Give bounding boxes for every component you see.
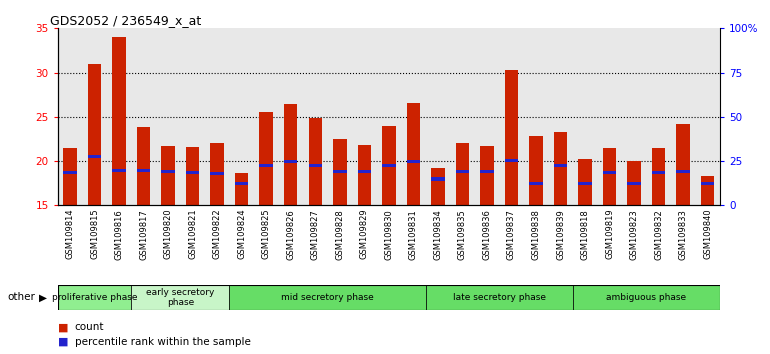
Bar — [210, 143, 224, 205]
Text: ■: ■ — [58, 322, 69, 332]
Bar — [235, 182, 249, 185]
Bar — [333, 139, 347, 205]
Bar — [63, 171, 77, 174]
Text: GSM109836: GSM109836 — [483, 209, 491, 260]
Bar — [676, 124, 690, 205]
Text: GSM109839: GSM109839 — [556, 209, 565, 259]
Text: GSM109824: GSM109824 — [237, 209, 246, 259]
Bar — [456, 143, 469, 205]
Bar — [505, 159, 518, 162]
Text: GSM109826: GSM109826 — [286, 209, 295, 259]
Text: GSM109837: GSM109837 — [507, 209, 516, 260]
Text: GSM109827: GSM109827 — [311, 209, 320, 259]
Bar — [431, 168, 444, 205]
Text: early secretory
phase: early secretory phase — [146, 288, 215, 307]
Bar — [573, 285, 720, 310]
Bar — [357, 145, 371, 205]
Bar — [603, 171, 616, 174]
Text: late secretory phase: late secretory phase — [453, 293, 546, 302]
Text: GSM109832: GSM109832 — [654, 209, 663, 259]
Bar — [426, 285, 573, 310]
Bar — [186, 147, 199, 205]
Bar — [63, 148, 77, 205]
Bar — [58, 285, 132, 310]
Bar — [284, 103, 297, 205]
Text: GSM109820: GSM109820 — [163, 209, 172, 259]
Bar — [259, 113, 273, 205]
Bar — [132, 285, 229, 310]
Text: GSM109821: GSM109821 — [188, 209, 197, 259]
Bar — [578, 159, 592, 205]
Text: GSM109819: GSM109819 — [605, 209, 614, 259]
Bar — [529, 182, 543, 185]
Bar — [456, 170, 469, 173]
Text: GSM109817: GSM109817 — [139, 209, 148, 259]
Bar — [480, 146, 494, 205]
Bar — [137, 169, 150, 172]
Bar — [505, 70, 518, 205]
Bar — [162, 146, 175, 205]
Bar — [578, 182, 592, 185]
Bar — [701, 182, 715, 185]
Text: GSM109823: GSM109823 — [630, 209, 638, 259]
Text: GSM109840: GSM109840 — [703, 209, 712, 259]
Text: count: count — [75, 322, 104, 332]
Text: ambiguous phase: ambiguous phase — [606, 293, 686, 302]
Bar — [284, 160, 297, 163]
Bar — [652, 171, 665, 174]
Bar — [162, 170, 175, 173]
Bar — [431, 177, 444, 181]
Text: ▶: ▶ — [38, 292, 46, 302]
Bar — [210, 172, 224, 175]
Text: proliferative phase: proliferative phase — [52, 293, 137, 302]
Bar — [137, 127, 150, 205]
Text: GSM109833: GSM109833 — [678, 209, 688, 260]
Bar — [112, 37, 126, 205]
Text: GSM109830: GSM109830 — [384, 209, 393, 259]
Bar — [407, 103, 420, 205]
Bar — [382, 126, 396, 205]
Text: mid secretory phase: mid secretory phase — [281, 293, 374, 302]
Bar — [88, 155, 102, 158]
Bar — [603, 148, 616, 205]
Text: GSM109838: GSM109838 — [531, 209, 541, 260]
Bar — [701, 176, 715, 205]
Text: GSM109828: GSM109828 — [335, 209, 344, 259]
Text: GSM109835: GSM109835 — [458, 209, 467, 259]
Bar — [628, 182, 641, 185]
Bar — [407, 160, 420, 163]
Text: GDS2052 / 236549_x_at: GDS2052 / 236549_x_at — [50, 14, 201, 27]
Text: GSM109818: GSM109818 — [581, 209, 590, 259]
Bar — [382, 164, 396, 167]
Bar — [554, 164, 567, 167]
Bar — [309, 164, 322, 167]
Bar — [88, 64, 102, 205]
Bar — [112, 169, 126, 172]
Bar — [235, 172, 249, 205]
Text: GSM109831: GSM109831 — [409, 209, 418, 259]
Bar — [676, 170, 690, 173]
Bar — [529, 136, 543, 205]
Text: GSM109829: GSM109829 — [360, 209, 369, 259]
Text: ■: ■ — [58, 337, 69, 347]
Bar — [309, 118, 322, 205]
Text: GSM109822: GSM109822 — [213, 209, 222, 259]
Bar — [480, 170, 494, 173]
Bar — [259, 164, 273, 167]
Text: GSM109815: GSM109815 — [90, 209, 99, 259]
Bar — [357, 170, 371, 173]
Text: GSM109814: GSM109814 — [65, 209, 75, 259]
Bar — [628, 161, 641, 205]
Text: GSM109834: GSM109834 — [434, 209, 443, 259]
Text: other: other — [8, 292, 35, 302]
Text: GSM109825: GSM109825 — [262, 209, 271, 259]
Bar — [554, 132, 567, 205]
Text: percentile rank within the sample: percentile rank within the sample — [75, 337, 250, 347]
Bar — [333, 170, 347, 173]
Bar — [652, 148, 665, 205]
Text: GSM109816: GSM109816 — [115, 209, 123, 259]
Bar — [186, 171, 199, 174]
Bar — [229, 285, 426, 310]
